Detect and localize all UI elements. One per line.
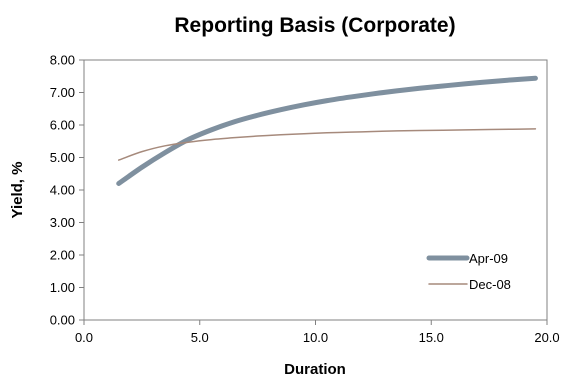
legend-label: Apr-09	[469, 251, 508, 266]
legend-label: Dec-08	[469, 277, 511, 292]
y-axis-title: Yield, %	[9, 162, 26, 219]
x-tick-label: 5.0	[191, 330, 209, 345]
y-tick-label: 7.00	[50, 85, 75, 100]
y-tick-label: 6.00	[50, 118, 75, 133]
x-tick-label: 15.0	[419, 330, 444, 345]
series-line-apr-09	[116, 75, 538, 186]
x-tick-label: 10.0	[303, 330, 328, 345]
legend: Apr-09 Dec-08	[426, 251, 511, 292]
x-tick-label: 20.0	[534, 330, 559, 345]
y-tick-label: 1.00	[50, 280, 75, 295]
y-tick-label: 8.00	[50, 53, 75, 68]
y-tick-label: 2.00	[50, 248, 75, 263]
y-tick-label: 5.00	[50, 150, 75, 165]
y-tick-label: 4.00	[50, 183, 75, 198]
y-tick-label: 0.00	[50, 313, 75, 328]
y-tick-label: 3.00	[50, 215, 75, 230]
x-axis: 0.0 5.0 10.0 15.0 20.0	[75, 320, 560, 345]
x-axis-title: Duration	[284, 361, 346, 377]
series-line-dec-08	[117, 128, 537, 161]
x-tick-label: 0.0	[75, 330, 93, 345]
series-lines	[116, 75, 538, 186]
y-axis: 0.00 1.00 2.00 3.00 4.00 5.00 6.00 7.00 8.00	[50, 53, 84, 328]
chart-title: Reporting Basis (Corporate)	[174, 14, 455, 37]
